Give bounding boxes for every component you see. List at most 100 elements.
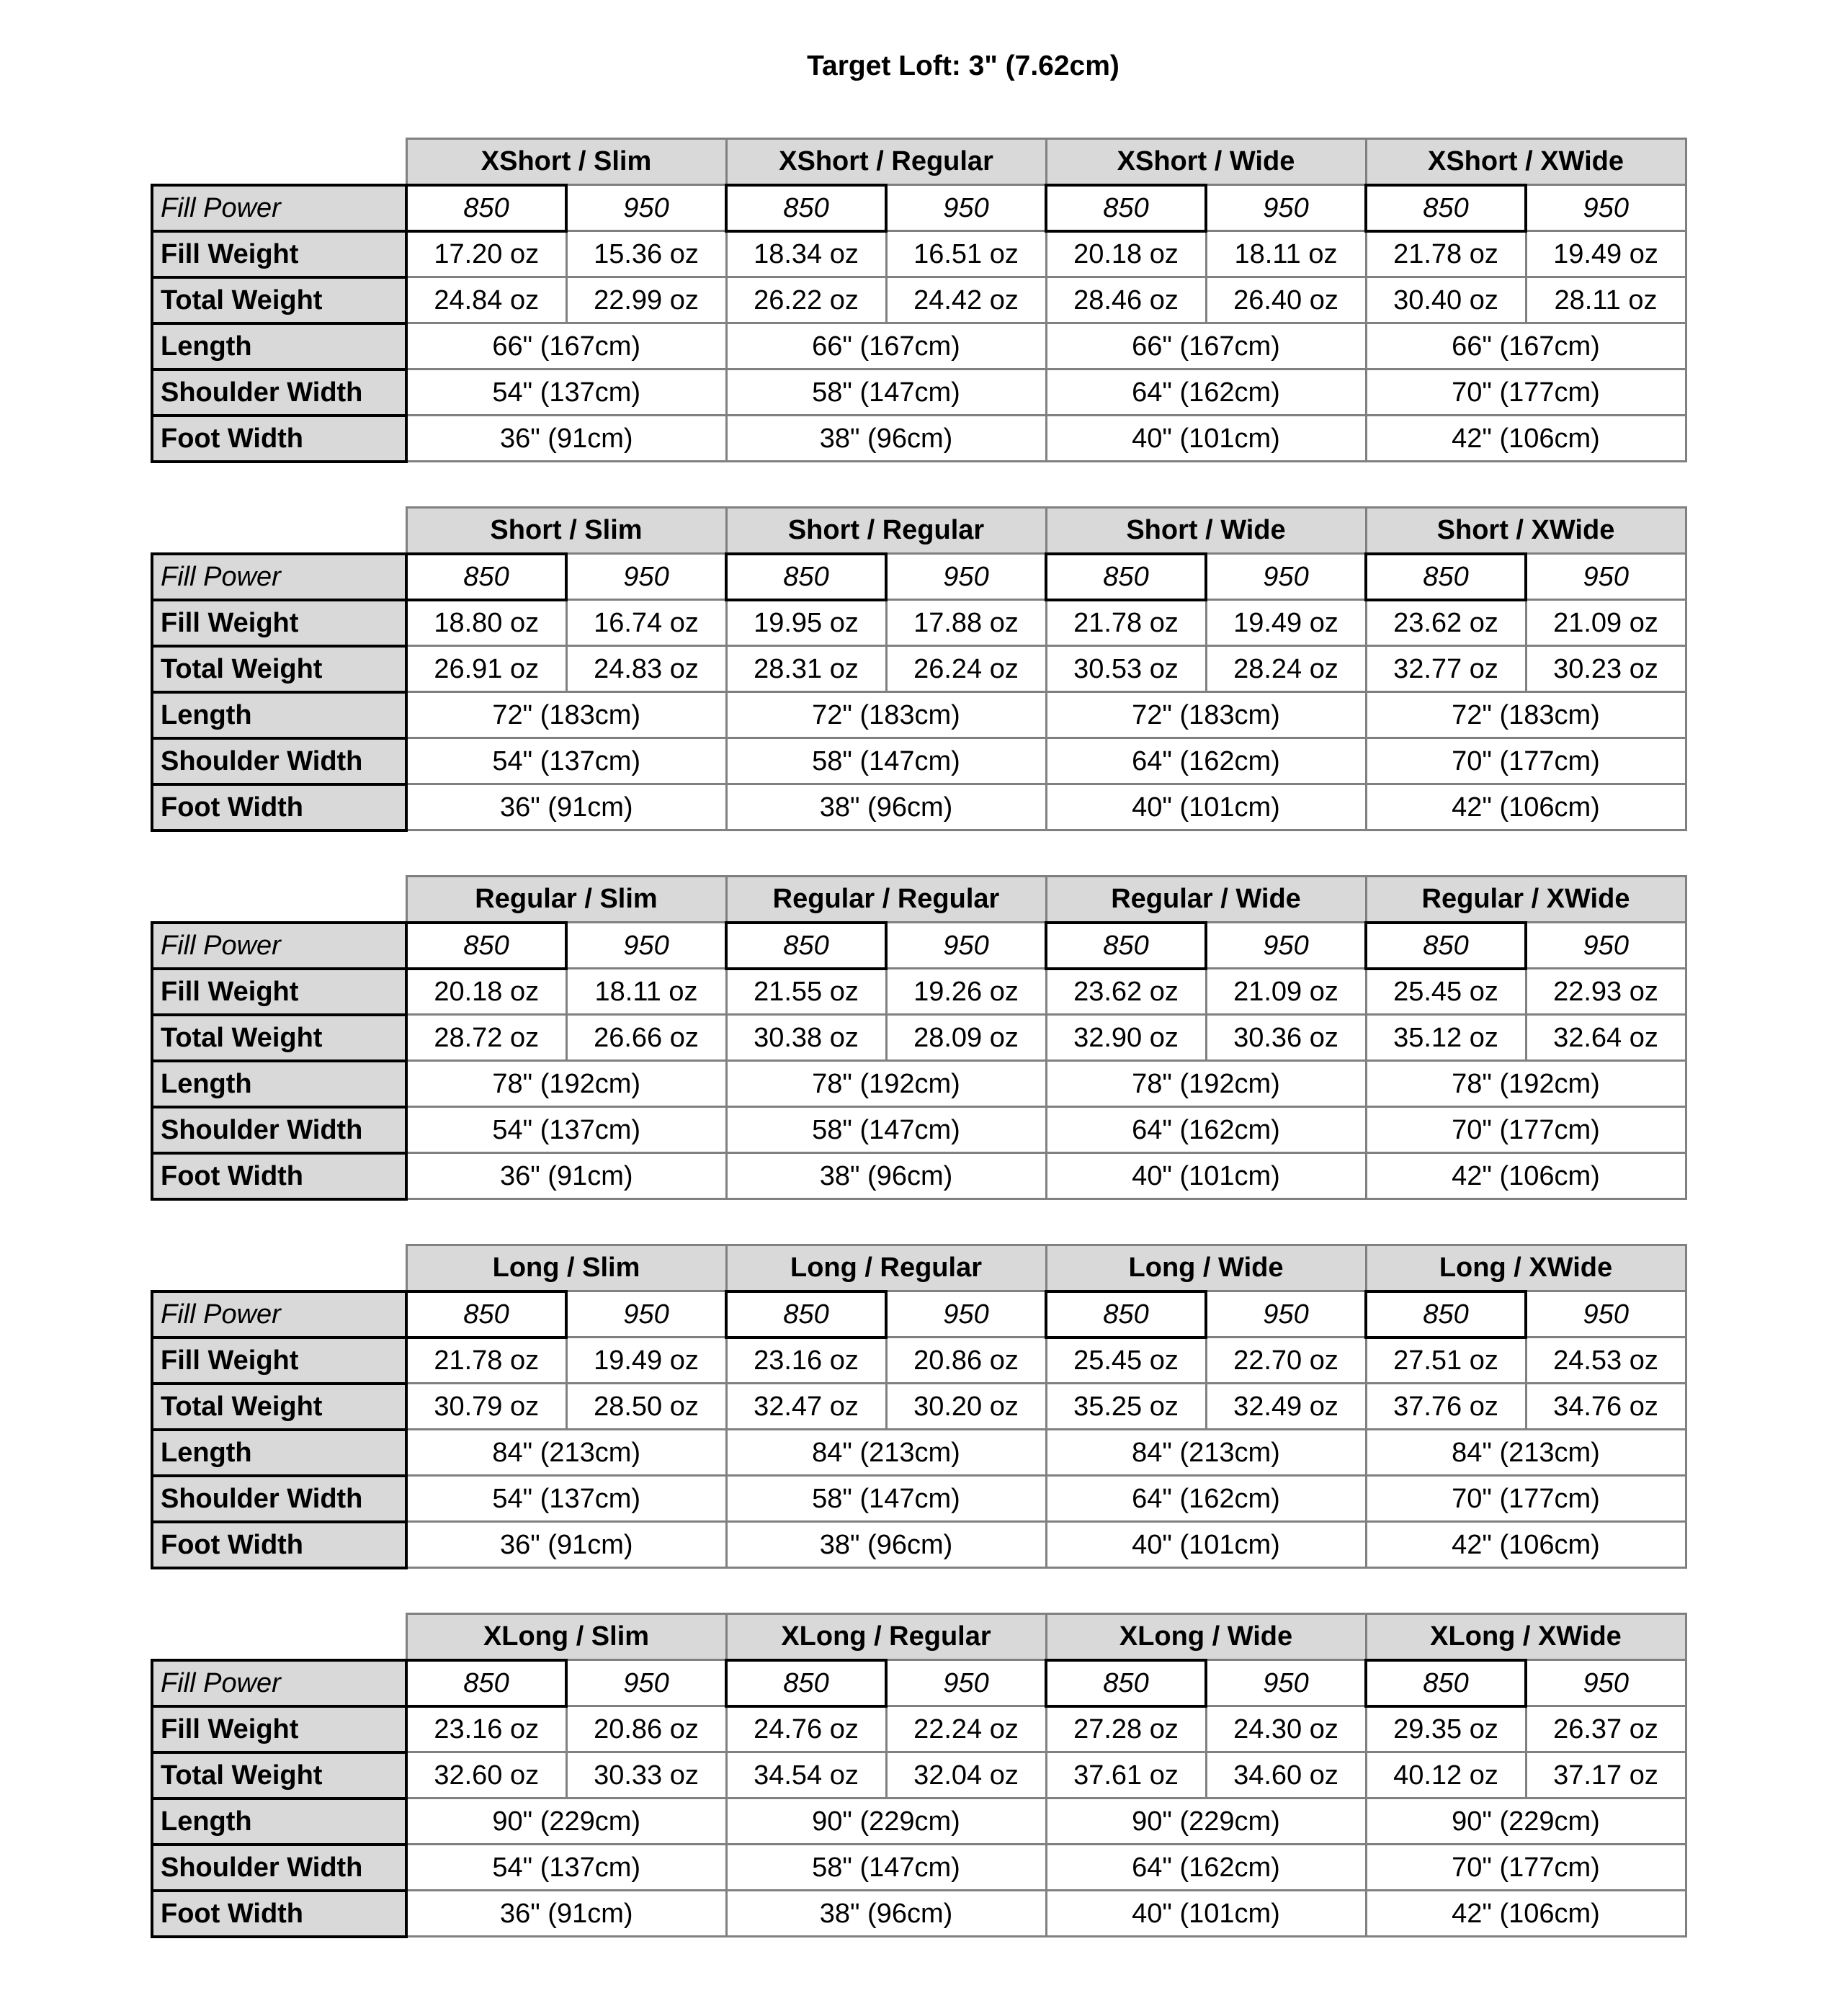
length-cell: 66" (167cm) xyxy=(725,322,1047,370)
table-row: Shoulder Width 54" (137cm) 58" (147cm) 64" … xyxy=(151,1105,1687,1155)
total-weight-cell: 32.49 oz xyxy=(1204,1382,1367,1430)
length-cell: 78" (192cm) xyxy=(725,1059,1047,1108)
length-cell: 72" (183cm) xyxy=(725,691,1047,739)
table-row: Fill Power 850 950 850 950 850 950 850 950 xyxy=(151,183,1687,233)
total-weight-cell: 30.40 oz xyxy=(1364,276,1527,324)
total-weight-cell: 35.25 oz xyxy=(1045,1382,1207,1430)
fill-weight-cell: 15.36 oz xyxy=(565,230,728,278)
size-group-header: Regular / Regular xyxy=(725,875,1047,923)
length-cell: 90" (229cm) xyxy=(1045,1797,1367,1845)
total-weight-cell: 26.91 oz xyxy=(405,645,568,693)
table-row: Fill Weight 18.80 oz 16.74 oz 19.95 oz 17.88… xyxy=(151,598,1687,648)
size-group-header: Regular / XWide xyxy=(1364,875,1687,923)
total-weight-cell: 26.24 oz xyxy=(885,645,1047,693)
length-cell: 78" (192cm) xyxy=(1045,1059,1367,1108)
shoulder-width-cell: 58" (147cm) xyxy=(725,1474,1047,1523)
row-label-length: Length xyxy=(151,690,408,740)
fill-weight-cell: 19.95 oz xyxy=(725,599,888,647)
total-weight-cell: 28.72 oz xyxy=(405,1013,568,1062)
row-label-shoulder-width: Shoulder Width xyxy=(151,1474,408,1523)
shoulder-width-cell: 64" (162cm) xyxy=(1045,1474,1367,1523)
total-weight-cell: 37.61 oz xyxy=(1045,1751,1207,1799)
fill-power-cell: 850 xyxy=(1045,1289,1207,1339)
foot-width-cell: 42" (106cm) xyxy=(1364,1889,1687,1937)
size-group-header: XShort / XWide xyxy=(1364,138,1687,186)
row-label-foot-width: Foot Width xyxy=(151,1520,408,1569)
shoulder-width-cell: 58" (147cm) xyxy=(725,368,1047,416)
foot-width-cell: 38" (96cm) xyxy=(725,783,1047,831)
row-label-total-weight: Total Weight xyxy=(151,1013,408,1062)
row-label-shoulder-width: Shoulder Width xyxy=(151,367,408,417)
foot-width-cell: 36" (91cm) xyxy=(405,1520,728,1569)
fill-power-cell: 850 xyxy=(1364,1289,1527,1339)
row-label-fill-power: Fill Power xyxy=(151,1289,408,1339)
table-row: Length 90" (229cm) 90" (229cm) 90" (229cm) 9… xyxy=(151,1796,1687,1846)
row-label-length: Length xyxy=(151,1796,408,1846)
fill-power-cell: 950 xyxy=(885,552,1047,601)
row-label-fill-weight: Fill Weight xyxy=(151,229,408,279)
fill-weight-cell: 21.78 oz xyxy=(1045,599,1207,647)
fill-weight-cell: 20.86 oz xyxy=(885,1336,1047,1384)
fill-weight-cell: 21.55 oz xyxy=(725,967,888,1016)
table-row: Foot Width 36" (91cm) 38" (96cm) 40" (101cm… xyxy=(151,1889,1687,1938)
table-row: Shoulder Width 54" (137cm) 58" (147cm) 64" … xyxy=(151,736,1687,786)
total-weight-cell: 28.31 oz xyxy=(725,645,888,693)
fill-power-cell: 850 xyxy=(1364,920,1527,970)
size-group-header: Regular / Wide xyxy=(1045,875,1367,923)
table-row: Foot Width 36" (91cm) 38" (96cm) 40" (101cm… xyxy=(151,1151,1687,1201)
fill-weight-cell: 23.16 oz xyxy=(405,1705,568,1753)
header-row: Long / Slim Long / Regular Long / Wide Long… xyxy=(152,1244,1687,1292)
size-group-header: Short / Slim xyxy=(405,506,728,555)
shoulder-width-cell: 58" (147cm) xyxy=(725,737,1047,785)
blank-corner xyxy=(152,139,406,185)
total-weight-cell: 32.47 oz xyxy=(725,1382,888,1430)
fill-weight-cell: 20.18 oz xyxy=(405,967,568,1016)
table-row: Shoulder Width 54" (137cm) 58" (147cm) 64" … xyxy=(151,1474,1687,1523)
length-cell: 66" (167cm) xyxy=(405,322,728,370)
fill-weight-cell: 22.93 oz xyxy=(1524,967,1687,1016)
size-table: Short / Slim Short / Regular Short / Wide S… xyxy=(151,506,1687,832)
fill-power-cell: 850 xyxy=(725,1289,888,1339)
total-weight-cell: 28.46 oz xyxy=(1045,276,1207,324)
fill-power-cell: 850 xyxy=(725,183,888,233)
header-row: Short / Slim Short / Regular Short / Wide S… xyxy=(152,506,1687,555)
fill-power-cell: 950 xyxy=(1524,921,1687,969)
shoulder-width-cell: 70" (177cm) xyxy=(1364,368,1687,416)
total-weight-cell: 30.36 oz xyxy=(1204,1013,1367,1062)
fill-weight-cell: 27.28 oz xyxy=(1045,1705,1207,1753)
table-row: Fill Power 850 950 850 950 850 950 850 950 xyxy=(151,1289,1687,1339)
fill-weight-cell: 21.09 oz xyxy=(1524,599,1687,647)
fill-weight-cell: 19.26 oz xyxy=(885,967,1047,1016)
total-weight-cell: 24.84 oz xyxy=(405,276,568,324)
foot-width-cell: 42" (106cm) xyxy=(1364,1152,1687,1200)
row-label-fill-power: Fill Power xyxy=(151,1658,408,1708)
fill-power-cell: 950 xyxy=(885,1659,1047,1707)
total-weight-cell: 40.12 oz xyxy=(1364,1751,1527,1799)
foot-width-cell: 40" (101cm) xyxy=(1045,1152,1367,1200)
length-cell: 66" (167cm) xyxy=(1364,322,1687,370)
fill-weight-cell: 17.20 oz xyxy=(405,230,568,278)
length-cell: 78" (192cm) xyxy=(405,1059,728,1108)
fill-weight-cell: 23.62 oz xyxy=(1364,599,1527,647)
table-row: Foot Width 36" (91cm) 38" (96cm) 40" (101cm… xyxy=(151,413,1687,463)
fill-power-cell: 850 xyxy=(1045,1658,1207,1708)
length-cell: 78" (192cm) xyxy=(1364,1059,1687,1108)
foot-width-cell: 36" (91cm) xyxy=(405,414,728,462)
total-weight-cell: 26.22 oz xyxy=(725,276,888,324)
length-cell: 90" (229cm) xyxy=(725,1797,1047,1845)
row-label-foot-width: Foot Width xyxy=(151,1889,408,1938)
row-label-length: Length xyxy=(151,1059,408,1108)
total-weight-cell: 32.90 oz xyxy=(1045,1013,1207,1062)
fill-weight-cell: 22.24 oz xyxy=(885,1705,1047,1753)
row-label-total-weight: Total Weight xyxy=(151,644,408,694)
fill-power-cell: 850 xyxy=(1364,183,1527,233)
fill-power-cell: 950 xyxy=(1204,1290,1367,1338)
fill-power-cell: 850 xyxy=(1045,920,1207,970)
fill-power-cell: 850 xyxy=(405,183,568,233)
row-label-fill-weight: Fill Weight xyxy=(151,1335,408,1385)
total-weight-cell: 32.77 oz xyxy=(1364,645,1527,693)
fill-weight-cell: 16.74 oz xyxy=(565,599,728,647)
table-row: Fill Weight 20.18 oz 18.11 oz 21.55 oz 19.26… xyxy=(151,967,1687,1016)
fill-weight-cell: 21.09 oz xyxy=(1204,967,1367,1016)
table-row: Fill Weight 23.16 oz 20.86 oz 24.76 oz 22.24… xyxy=(151,1704,1687,1754)
